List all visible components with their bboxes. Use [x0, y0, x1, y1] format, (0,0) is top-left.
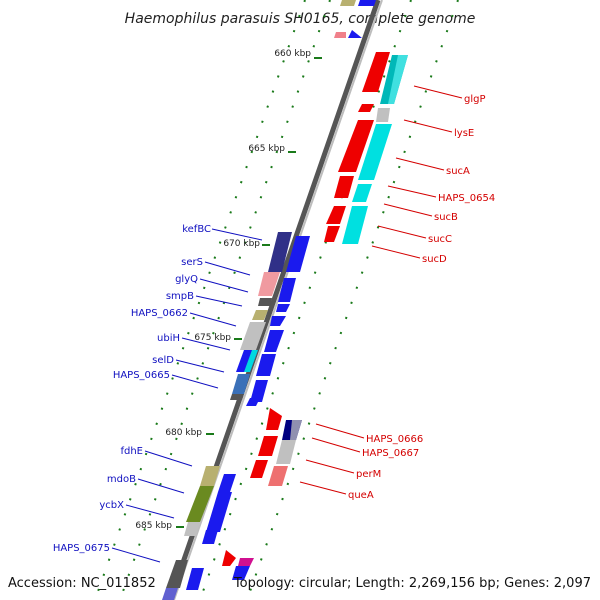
gene-label-sucA: sucA: [446, 166, 470, 177]
forward-gene-labels: glgP lysE sucA HAPS_0654 sucB sucC sucD …: [348, 94, 495, 501]
gene-label-HAPS_0662: HAPS_0662: [131, 308, 188, 319]
gene-label-kefBC: kefBC: [182, 224, 211, 235]
gene-label-smpB: smpB: [166, 291, 194, 302]
forward-leader-lines: [299, 85, 463, 495]
gene-label-HAPS_0666: HAPS_0666: [366, 434, 423, 445]
gene-label-HAPS_0675: HAPS_0675: [53, 543, 110, 554]
gene-label-ubiH: ubiH: [157, 333, 180, 344]
map-title: Haemophilus parasuis SH0165, complete ge…: [125, 11, 476, 27]
reverse-strand-features: [162, 232, 310, 600]
tick-685: 685 kbp: [135, 521, 172, 531]
tick-marks: [176, 57, 322, 528]
tick-675: 675 kbp: [194, 333, 231, 343]
gene-label-mdoB: mdoB: [107, 474, 136, 485]
gene-label-ycbX: ycbX: [99, 500, 124, 511]
gene-label-serS: serS: [181, 257, 203, 268]
gene-label-sucC: sucC: [428, 234, 452, 245]
accession-label: Accession: NC_011852: [8, 576, 156, 591]
gene-label-HAPS_0654: HAPS_0654: [438, 193, 495, 204]
forward-strand-features: [222, 0, 408, 580]
gene-label-HAPS_0667: HAPS_0667: [362, 448, 419, 459]
inner-dotted-ring: [94, 0, 331, 600]
gene-label-sucB: sucB: [434, 212, 458, 223]
tick-670: 670 kbp: [223, 239, 260, 249]
gene-label-sucD: sucD: [422, 254, 447, 265]
gene-label-glgP: glgP: [464, 94, 486, 105]
gene-label-queA: queA: [348, 490, 374, 501]
gene-label-perM: perM: [356, 469, 381, 480]
reverse-gene-labels: kefBC serS glyQ smpB HAPS_0662 ubiH selD…: [53, 224, 211, 554]
genome-summary: Topology: circular; Length: 2,269,156 bp…: [233, 576, 591, 591]
tick-660: 660 kbp: [274, 49, 311, 59]
gene-label-glyQ: glyQ: [175, 274, 198, 285]
gene-label-fdhE: fdhE: [120, 446, 143, 457]
gene-label-lysE: lysE: [454, 128, 474, 139]
outer-dotted-ring: [199, 0, 459, 600]
gene-label-selD: selD: [152, 355, 174, 366]
tick-665: 665 kbp: [248, 144, 285, 154]
gene-label-HAPS_0665: HAPS_0665: [113, 370, 170, 381]
tick-680: 680 kbp: [165, 428, 202, 438]
reverse-leader-lines: [111, 228, 263, 563]
